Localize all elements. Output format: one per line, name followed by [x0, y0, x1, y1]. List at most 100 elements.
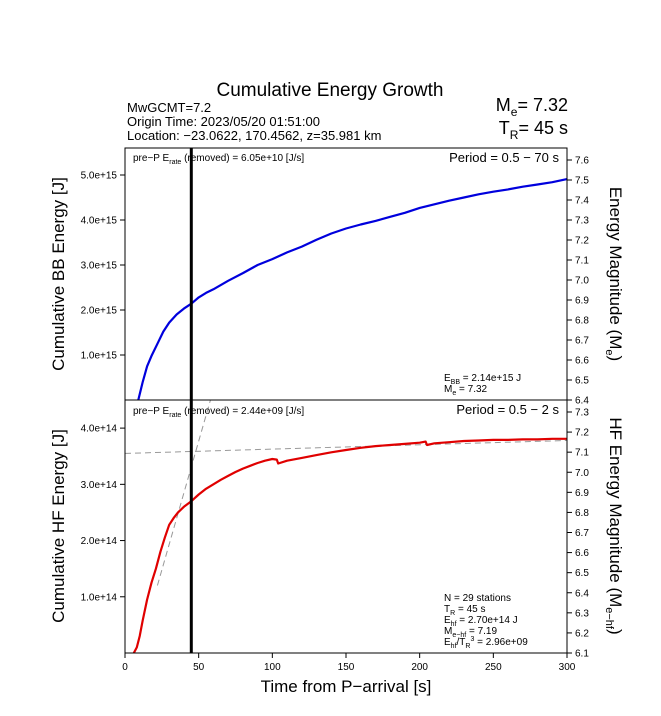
- bottom-right-tick-label: 6.7: [575, 528, 589, 539]
- top-annotation-left-post: (removed) = 6.05e+10 [J/s]: [181, 153, 304, 164]
- bottom-right-tick-label: 7.1: [575, 448, 589, 459]
- bottom-y-tick-label: 2.0e+14: [81, 536, 118, 547]
- top-y-axis-label: Cumulative BB Energy [J]: [49, 177, 68, 371]
- bottom-right-tick-label: 6.2: [575, 628, 589, 639]
- bottom-stat-symbol: E: [444, 615, 451, 626]
- top-y-tick-label: 3.0e+15: [81, 261, 118, 272]
- x-axis: 0 50 100 150 200 250 300: [122, 653, 576, 673]
- top-right-tick-label: 7.5: [575, 176, 589, 187]
- bottom-stat-symbol: M: [444, 626, 452, 637]
- x-tick-label: 200: [411, 662, 428, 673]
- bottom-stat-line: TR = 45 s: [444, 604, 485, 617]
- bottom-annotation-left: pre−P Erate (removed) = 2.44e+09 [J/s]: [133, 406, 304, 419]
- tr-summary: TR= 45 s: [499, 118, 568, 142]
- top-right-tick-label: 7.2: [575, 236, 589, 247]
- bottom-annotation-left-pre: pre−P E: [133, 406, 170, 417]
- top-right-tick-label: 7.0: [575, 276, 589, 287]
- top-right-axis-label-main: Energy Magnitude (M: [606, 187, 625, 350]
- bottom-stat-symbol: T: [444, 604, 450, 615]
- top-stat-symbol: E: [444, 373, 451, 384]
- bottom-panel-marks: [124, 399, 568, 654]
- top-stats: EBB = 2.14e+15 JMe = 7.32: [444, 373, 521, 397]
- bottom-right-tick-label: 7.0: [575, 468, 589, 479]
- bottom-dashed-line-0: [124, 439, 568, 454]
- chart-title: Cumulative Energy Growth: [216, 80, 443, 101]
- top-right-tick-label: 7.6: [575, 156, 589, 167]
- bottom-right-tick-label: 6.9: [575, 488, 589, 499]
- top-right-tick-label: 6.9: [575, 296, 589, 307]
- bottom-stat-value: = 45 s: [455, 604, 485, 615]
- bottom-y-axis-label: Cumulative HF Energy [J]: [49, 429, 68, 623]
- top-annotation-left-sub: rate: [169, 159, 181, 166]
- x-tick-label: 250: [485, 662, 502, 673]
- bottom-stat-sub: hf: [451, 621, 457, 628]
- top-right-axis-label-close: ): [606, 355, 625, 361]
- bottom-panel: pre−P Erate (removed) = 2.44e+09 [J/s] P…: [49, 399, 625, 696]
- top-stat-value: = 2.14e+15 J: [460, 373, 521, 384]
- bottom-stat-line: Me−hf = 7.19: [444, 626, 497, 639]
- top-right-tick-label: 6.5: [575, 376, 589, 387]
- x-tick-label: 150: [338, 662, 355, 673]
- bottom-y-tick-label: 1.0e+14: [81, 592, 118, 603]
- bottom-stat-line: N = 29 stations: [444, 593, 511, 604]
- me-summary: Me= 7.32: [496, 95, 568, 119]
- tr-summary-value: = 45 s: [518, 118, 568, 138]
- top-stat-value: = 7.32: [456, 384, 487, 395]
- top-right-axis: 7.6 7.5 7.4 7.3 7.2 7.1 7.0 6.9 6.8 6.7 6.6 6.5 6.4: [567, 156, 589, 407]
- top-y-tick-label: 1.0e+15: [81, 351, 118, 362]
- top-right-tick-label: 7.4: [575, 196, 589, 207]
- bottom-stat-line: Ehf = 2.70e+14 J: [444, 615, 518, 628]
- bottom-right-tick-label: 6.6: [575, 548, 589, 559]
- top-right-tick-label: 6.7: [575, 336, 589, 347]
- bottom-right-axis-label-sub: e−hf: [603, 607, 615, 630]
- tr-summary-sub: R: [510, 128, 519, 142]
- bottom-dashed-line-1: [156, 399, 211, 586]
- x-tick-label: 0: [122, 662, 128, 673]
- me-summary-symbol: M: [496, 95, 511, 115]
- tr-summary-symbol: T: [499, 118, 510, 138]
- me-summary-sub: e: [511, 105, 518, 119]
- bottom-stat-sub: R: [465, 643, 470, 650]
- top-stat-sub: BB: [451, 379, 461, 386]
- bottom-stat-sub: R: [450, 610, 455, 617]
- bottom-right-tick-label: 6.5: [575, 568, 589, 579]
- top-right-axis-label: Energy Magnitude (Me): [603, 187, 625, 361]
- bottom-annotation-left-post: (removed) = 2.44e+09 [J/s]: [181, 406, 304, 417]
- bottom-stat-line: Ehf/TR3 = 2.96e+09: [444, 636, 528, 650]
- me-summary-value: = 7.32: [517, 95, 568, 115]
- bottom-right-tick-label: 7.2: [575, 428, 589, 439]
- bottom-stat-sup: 3: [470, 636, 474, 643]
- top-y-tick-label: 4.0e+15: [81, 216, 118, 227]
- top-series-line-0: [137, 178, 568, 401]
- x-tick-label: 100: [264, 662, 281, 673]
- bottom-right-axis-label-main: HF Energy Magnitude (M: [606, 417, 625, 607]
- top-stat-line: Me = 7.32: [444, 384, 488, 397]
- bottom-annotation-left-sub: rate: [169, 412, 181, 419]
- bottom-right-tick-label: 6.4: [575, 588, 589, 599]
- bottom-y-tick-label: 3.0e+14: [81, 480, 118, 491]
- bottom-stat-value: = 2.96e+09: [474, 637, 528, 648]
- location-label: Location: −23.0622, 170.4562, z=35.981 k…: [127, 128, 381, 143]
- top-right-tick-label: 6.8: [575, 316, 589, 327]
- bottom-right-tick-label: 6.3: [575, 608, 589, 619]
- top-stat-line: EBB = 2.14e+15 J: [444, 373, 521, 386]
- top-right-tick-label: 7.3: [575, 216, 589, 227]
- top-annotation-right: Period = 0.5 − 70 s: [449, 150, 559, 165]
- bottom-right-tick-label: 6.8: [575, 508, 589, 519]
- bottom-right-axis: 7.3 7.2 7.1 7.0 6.9 6.8 6.7 6.6 6.5 6.4 6.3 6.2 6.1: [567, 408, 589, 660]
- bottom-right-axis-label: HF Energy Magnitude (Me−hf): [603, 417, 625, 634]
- top-y-tick-label: 5.0e+15: [81, 171, 118, 182]
- origin-time-label: Origin Time: 2023/05/20 01:51:00: [127, 114, 320, 129]
- bottom-series-line-0: [132, 437, 567, 654]
- top-panel: pre−P Erate (removed) = 6.05e+10 [J/s] P…: [49, 147, 625, 407]
- top-annotation-left-pre: pre−P E: [133, 153, 170, 164]
- bottom-stat-value: = 7.19: [466, 626, 497, 637]
- bottom-stat-value: /T: [457, 637, 466, 648]
- bottom-stat-symbol: N = 29 stations: [444, 593, 511, 604]
- bottom-stat-sub: e−hf: [452, 632, 466, 639]
- top-panel-marks: [137, 148, 568, 401]
- top-annotation-left: pre−P Erate (removed) = 6.05e+10 [J/s]: [133, 153, 304, 166]
- top-y-tick-label: 2.0e+15: [81, 306, 118, 317]
